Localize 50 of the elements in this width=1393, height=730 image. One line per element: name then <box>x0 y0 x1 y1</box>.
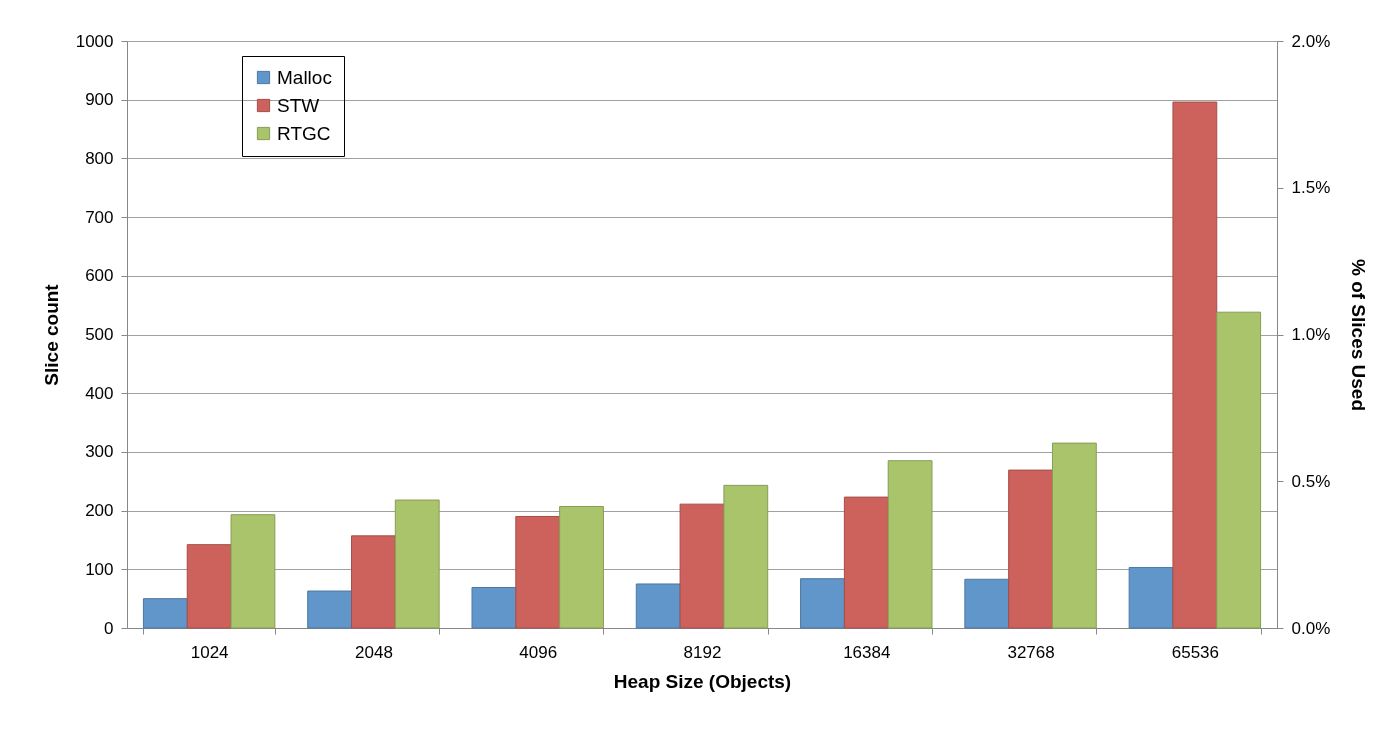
y2-tick-label: 0.5% <box>1291 471 1331 491</box>
legend-label: Malloc <box>277 66 332 88</box>
y2-axis-title: % of Slices Used <box>1348 258 1370 412</box>
x-tick-label: 32768 <box>1007 642 1055 662</box>
y-tick-label: 0 <box>104 618 114 638</box>
bar <box>887 460 933 629</box>
bar <box>679 503 725 629</box>
bar <box>1216 311 1262 629</box>
y-tick-label: 200 <box>85 501 114 521</box>
bar <box>964 578 1010 629</box>
x-tick-label: 16384 <box>843 642 891 662</box>
y-tick-label: 300 <box>85 442 114 462</box>
bar <box>1051 442 1097 629</box>
bar <box>515 515 561 629</box>
bar <box>559 505 604 629</box>
bar <box>351 535 396 629</box>
bar <box>471 587 517 629</box>
bar <box>230 514 276 629</box>
y-tick-label: 1000 <box>75 31 114 51</box>
bar <box>1008 469 1053 629</box>
bar <box>723 484 769 629</box>
y-tick-label: 400 <box>85 383 114 403</box>
bar <box>800 578 845 629</box>
bar <box>1128 567 1174 629</box>
x-tick-label: 65536 <box>1171 642 1219 662</box>
y2-tick-label: 1.5% <box>1291 178 1331 198</box>
bar <box>394 499 440 629</box>
y-tick-label: 800 <box>85 148 114 168</box>
bar <box>1172 101 1218 629</box>
bar <box>307 590 353 629</box>
y-axis-title: Slice count <box>40 283 62 386</box>
bar <box>142 598 188 629</box>
x-axis-title: Heap Size (Objects) <box>613 670 792 692</box>
y2-tick-label: 1.0% <box>1291 325 1331 344</box>
x-tick-label: 2048 <box>355 642 393 662</box>
y-tick-label: 100 <box>85 559 114 579</box>
x-tick-label: 4096 <box>519 642 558 662</box>
x-tick-label: 1024 <box>190 642 229 662</box>
y-tick-label: 900 <box>85 90 114 110</box>
bar <box>635 583 681 629</box>
y-tick-label: 500 <box>85 325 114 344</box>
legend-label: RTGC <box>277 122 331 144</box>
y2-tick-label: 0.0% <box>1291 618 1331 638</box>
x-tick-label: 8192 <box>683 642 722 662</box>
legend-label: STW <box>277 94 320 116</box>
bar <box>186 544 232 629</box>
y-tick-label: 600 <box>85 266 114 286</box>
bar <box>843 496 889 629</box>
y2-tick-label: 2.0% <box>1291 31 1331 51</box>
y-tick-label: 700 <box>85 207 114 227</box>
